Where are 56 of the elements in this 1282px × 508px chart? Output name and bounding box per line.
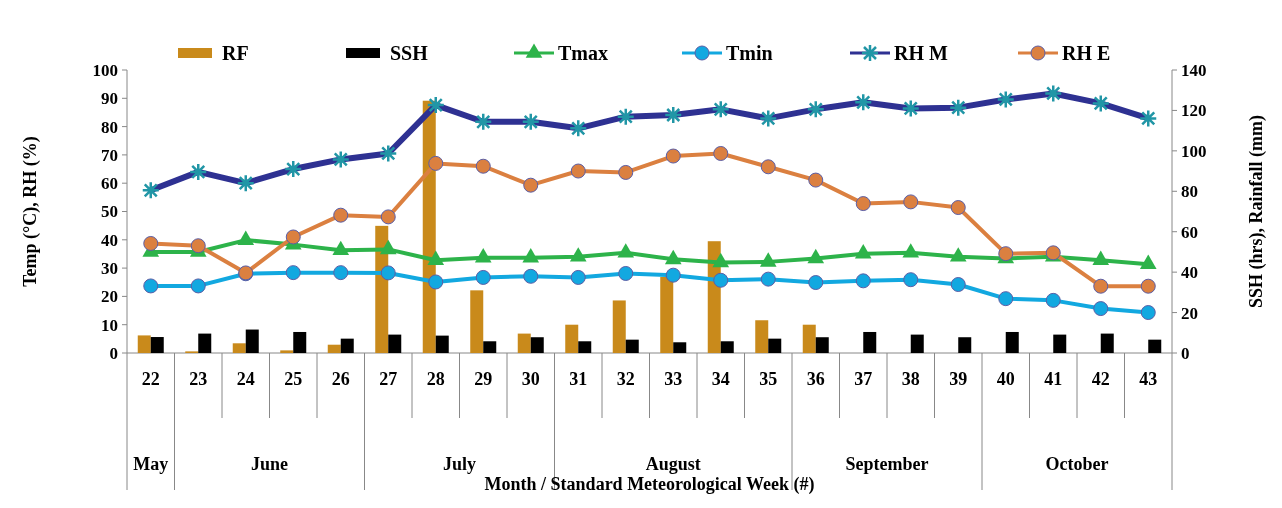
x-tick-label: 40: [996, 369, 1015, 389]
y2-tick-label: 100: [1181, 141, 1207, 161]
text: June: [250, 454, 289, 474]
y2-tick-label: 20: [1181, 303, 1198, 323]
y2-tick-label: 40: [1181, 263, 1198, 283]
x-tick-label: 31: [569, 369, 588, 389]
y2-tick-label: 120: [1181, 101, 1207, 121]
x-tick-label: 33: [664, 369, 683, 389]
x-tick-label: 32: [616, 369, 635, 389]
x-tick-label: 24: [236, 369, 255, 389]
y-tick-label: 90: [101, 89, 118, 109]
x-tick-label: 26: [331, 369, 350, 389]
text: October: [1045, 454, 1109, 474]
y2-tick-label: 80: [1181, 182, 1198, 202]
x-tick-label: 36: [806, 369, 825, 389]
legend-label: RH E: [1062, 42, 1111, 64]
legend-label: RH M: [894, 42, 948, 64]
legend-label: Tmax: [558, 42, 608, 64]
x-axis-title: Month / Standard Meteorological Week (#): [484, 474, 815, 495]
text: August: [645, 454, 701, 474]
y-axis-title: Temp (°C), RH (%): [20, 136, 41, 287]
text: September: [845, 454, 929, 474]
x-tick-label: 41: [1044, 369, 1063, 389]
y-tick-label: 20: [101, 287, 118, 307]
y-tick-label: 10: [101, 315, 118, 335]
y-tick-label: 100: [92, 60, 118, 80]
x-tick-label: 23: [189, 369, 208, 389]
x-tick-label: 30: [521, 369, 540, 389]
x-tick-label: 35: [759, 369, 778, 389]
x-tick-label: 25: [284, 369, 303, 389]
y-tick-label: 80: [101, 117, 118, 137]
y2-axis-title: SSH (hrs), Rainfall (mm): [1246, 115, 1267, 308]
y-tick-label: 60: [101, 174, 118, 194]
y2-tick-label: 140: [1181, 60, 1207, 80]
y-tick-label: 70: [101, 145, 118, 165]
y2-tick-label: 0: [1181, 343, 1190, 363]
y-tick-label: 30: [101, 259, 118, 279]
x-tick-label: 22: [141, 369, 160, 389]
x-tick-label: 28: [426, 369, 445, 389]
text: May: [133, 454, 169, 474]
legend-label: Tmin: [726, 42, 773, 64]
x-tick-label: 37: [854, 369, 873, 389]
x-tick-label: 29: [474, 369, 493, 389]
legend-label: SSH: [390, 42, 429, 64]
x-tick-label: 38: [901, 369, 920, 389]
x-tick-label: 42: [1091, 369, 1110, 389]
x-tick-label: 34: [711, 369, 730, 389]
y2-tick-label: 60: [1181, 222, 1198, 242]
text: July: [442, 454, 477, 474]
x-tick-label: 27: [379, 369, 398, 389]
x-tick-label: 43: [1139, 369, 1158, 389]
x-tick-label: 39: [949, 369, 968, 389]
y-tick-label: 40: [101, 230, 118, 250]
y-tick-label: 50: [101, 202, 118, 222]
y-tick-label: 0: [109, 343, 118, 363]
legend-label: RF: [222, 42, 249, 64]
